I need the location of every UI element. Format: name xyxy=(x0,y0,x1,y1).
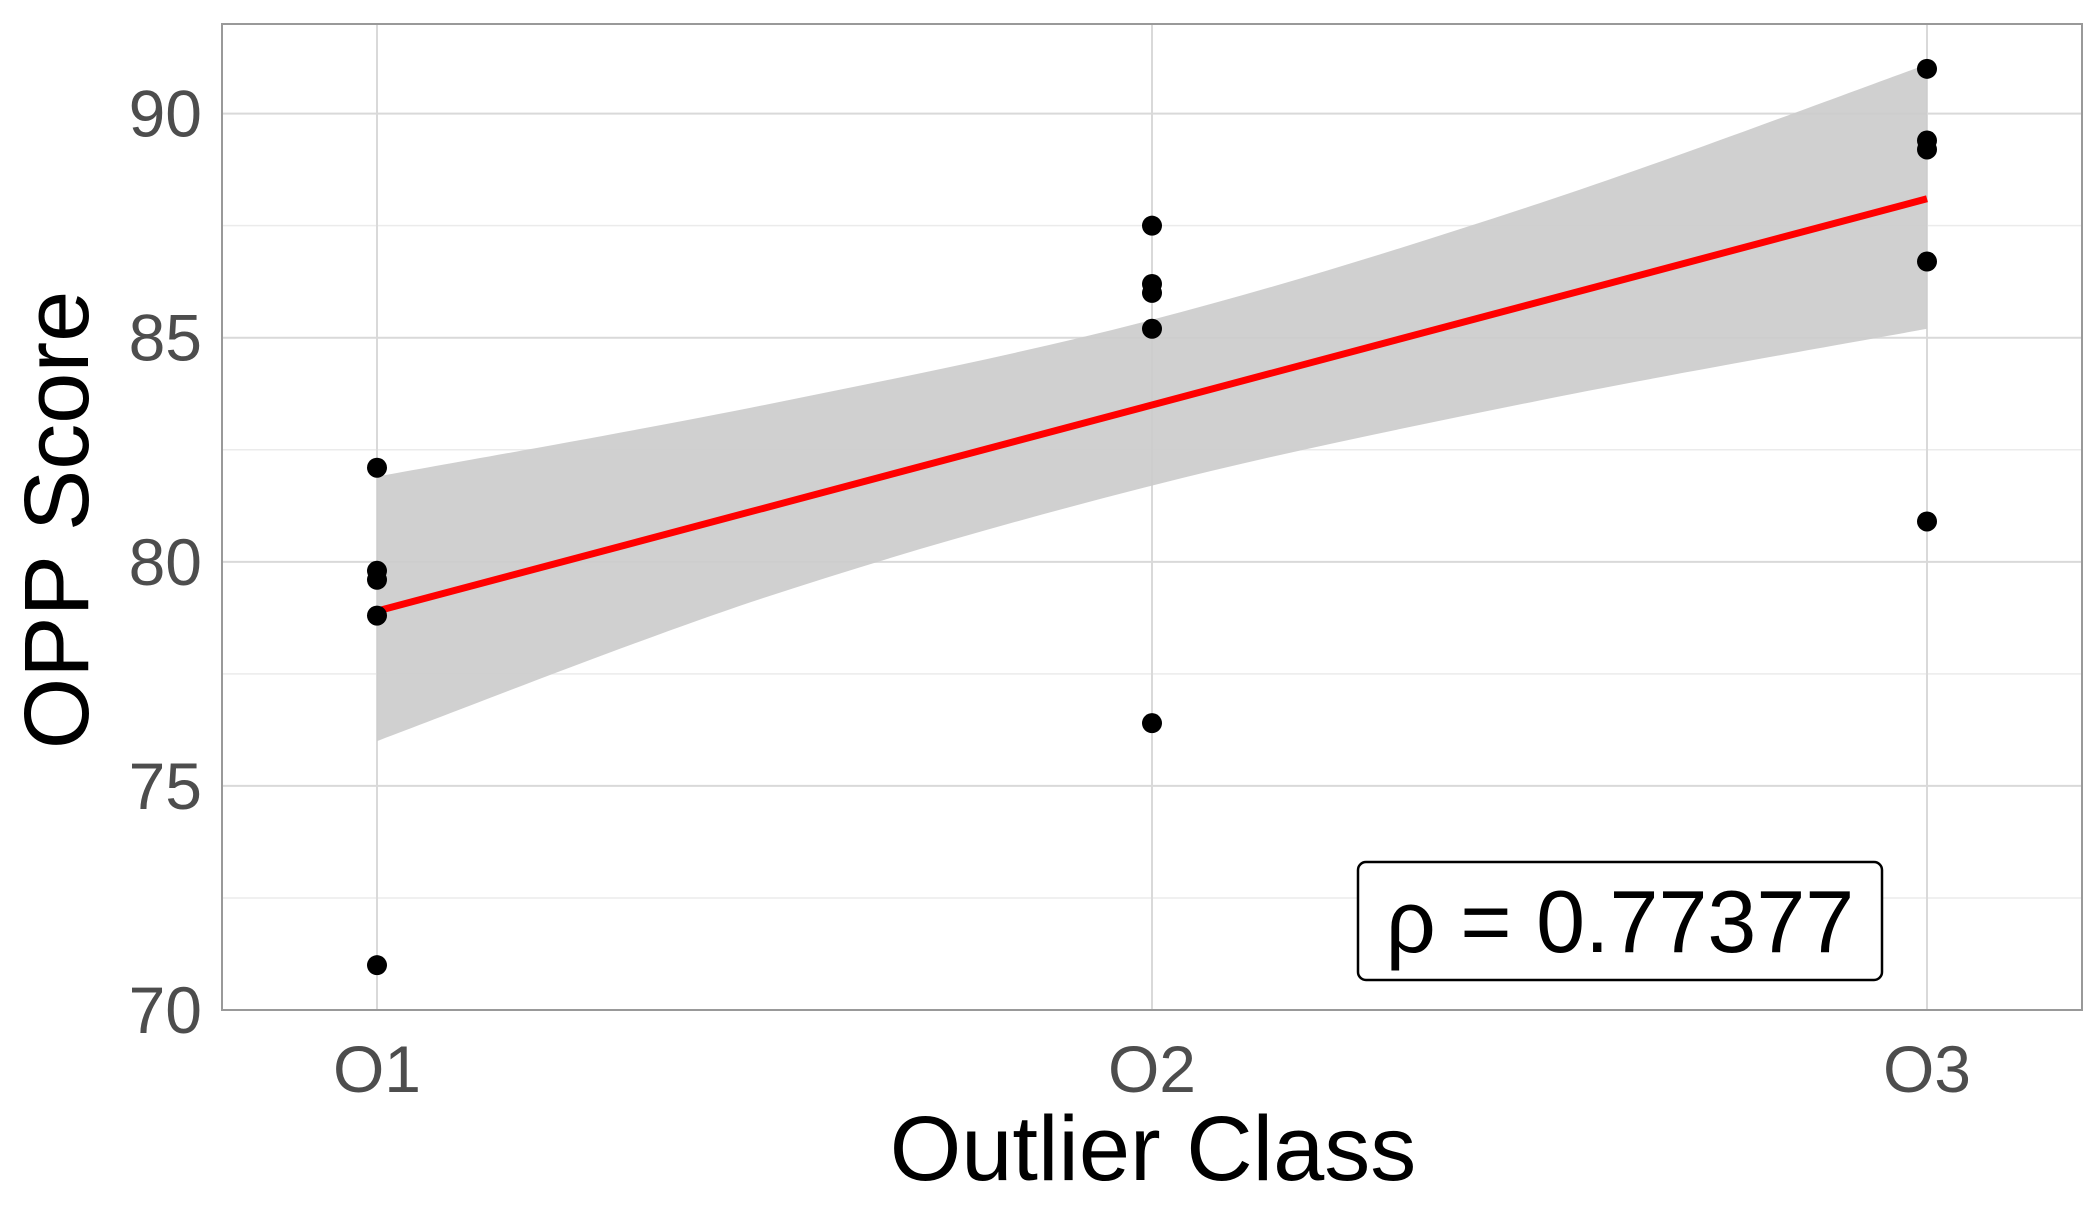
y-tick-label: 75 xyxy=(129,749,202,823)
data-point xyxy=(1917,139,1937,160)
x-axis-title: Outlier Class xyxy=(890,1098,1417,1200)
data-point xyxy=(367,955,387,976)
tick-labels-layer: 70 75 80 85 90 O1 O2 O3 xyxy=(129,77,1971,1106)
y-tick-label: 90 xyxy=(129,77,202,151)
correlation-annotation: ρ = 0.77377 xyxy=(1356,860,1884,982)
y-tick-label: 85 xyxy=(129,301,202,375)
x-tick-label: O2 xyxy=(1108,1032,1196,1106)
y-tick-label: 80 xyxy=(129,525,202,599)
annotation-text: ρ = 0.77377 xyxy=(1386,872,1854,971)
annotation-box xyxy=(1356,860,1884,982)
fit-line xyxy=(376,195,1928,615)
data-point xyxy=(1917,58,1937,79)
x-tick-label: O3 xyxy=(1883,1032,1971,1106)
data-point xyxy=(367,605,387,626)
y-axis-title: OPP Score xyxy=(6,291,108,750)
panel-border xyxy=(221,23,2083,1011)
fit-line-layer xyxy=(376,195,1928,615)
y-tick-label: 70 xyxy=(129,973,202,1047)
x-tick-label: O1 xyxy=(333,1032,421,1106)
data-point xyxy=(1142,713,1162,734)
data-point xyxy=(367,569,387,590)
data-point xyxy=(1917,511,1937,532)
data-point xyxy=(367,457,387,478)
data-point xyxy=(1142,318,1162,339)
data-point xyxy=(1917,251,1937,272)
data-point xyxy=(1142,282,1162,303)
points-layer xyxy=(367,58,1937,976)
panel-border-layer xyxy=(221,23,2083,1011)
data-point xyxy=(1142,215,1162,236)
